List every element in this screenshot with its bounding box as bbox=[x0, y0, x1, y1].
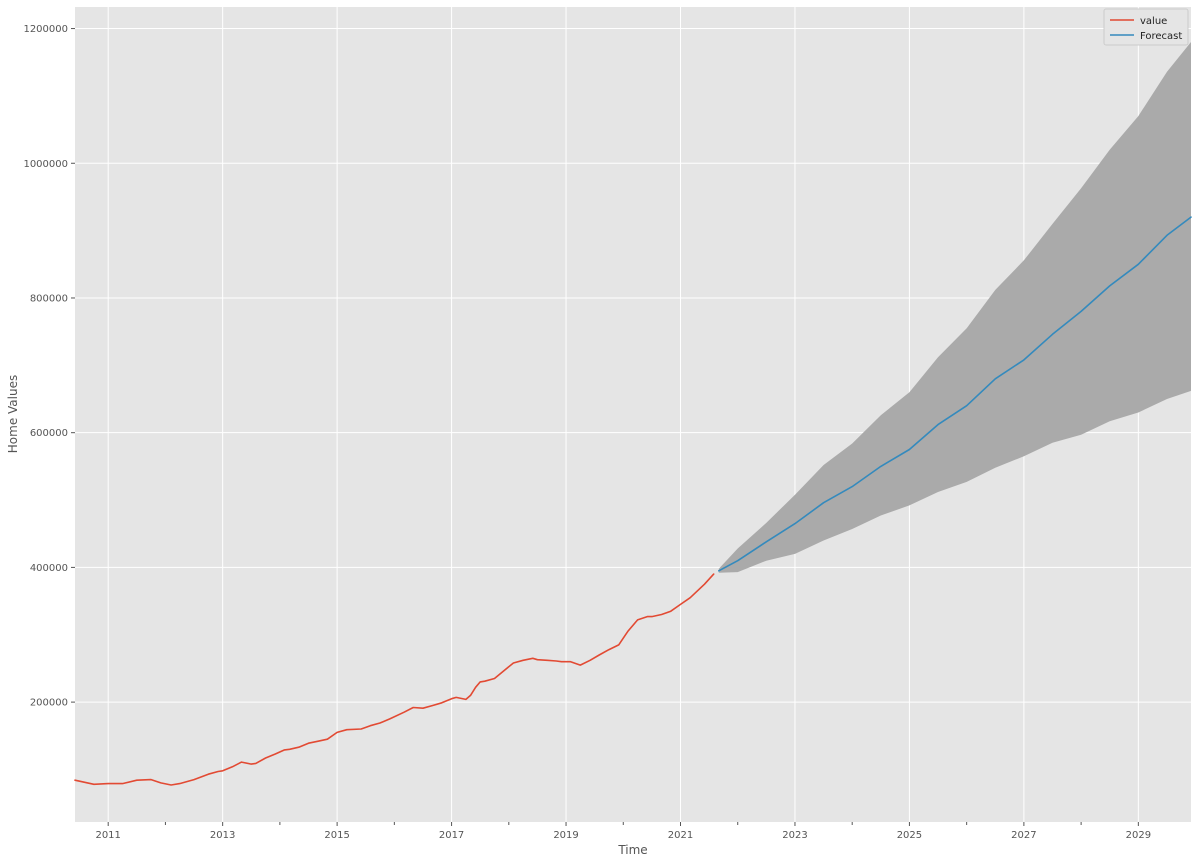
legend-label-value: value bbox=[1140, 16, 1167, 27]
legend-box bbox=[1103, 8, 1189, 46]
y-tick-label: 1200000 bbox=[23, 24, 68, 35]
y-tick-label: 200000 bbox=[30, 698, 68, 709]
y-tick-label: 600000 bbox=[30, 428, 68, 439]
axis-ticks: 2011 2013 2015 2017 2019 2021 2023 2025 2027 2029… bbox=[23, 24, 1151, 841]
y-tick-label: 400000 bbox=[30, 563, 68, 574]
x-tick-label: 2013 bbox=[210, 830, 235, 841]
legend: value Forecast bbox=[1103, 8, 1189, 46]
confidence-band-layer bbox=[718, 42, 1191, 573]
x-tick-label: 2017 bbox=[439, 830, 464, 841]
forecast-confidence-band bbox=[718, 42, 1191, 573]
legend-label-forecast: Forecast bbox=[1140, 31, 1182, 42]
series-line-forecast bbox=[717, 216, 1192, 572]
x-tick-label: 2027 bbox=[1011, 830, 1036, 841]
y-tick-label: 1000000 bbox=[23, 159, 68, 170]
y-axis-title: Home Values bbox=[6, 375, 20, 453]
x-axis-title: Time bbox=[617, 843, 647, 857]
series-lines bbox=[74, 216, 1192, 786]
y-tick-label: 800000 bbox=[30, 293, 68, 304]
grid-lines bbox=[75, 7, 1191, 822]
series-line-value bbox=[74, 573, 715, 786]
x-tick-label: 2011 bbox=[95, 830, 120, 841]
x-tick-label: 2029 bbox=[1126, 830, 1151, 841]
x-tick-label: 2019 bbox=[553, 830, 578, 841]
x-tick-label: 2015 bbox=[324, 830, 349, 841]
x-tick-label: 2021 bbox=[668, 830, 693, 841]
x-tick-label: 2025 bbox=[897, 830, 922, 841]
x-tick-label: 2023 bbox=[782, 830, 807, 841]
